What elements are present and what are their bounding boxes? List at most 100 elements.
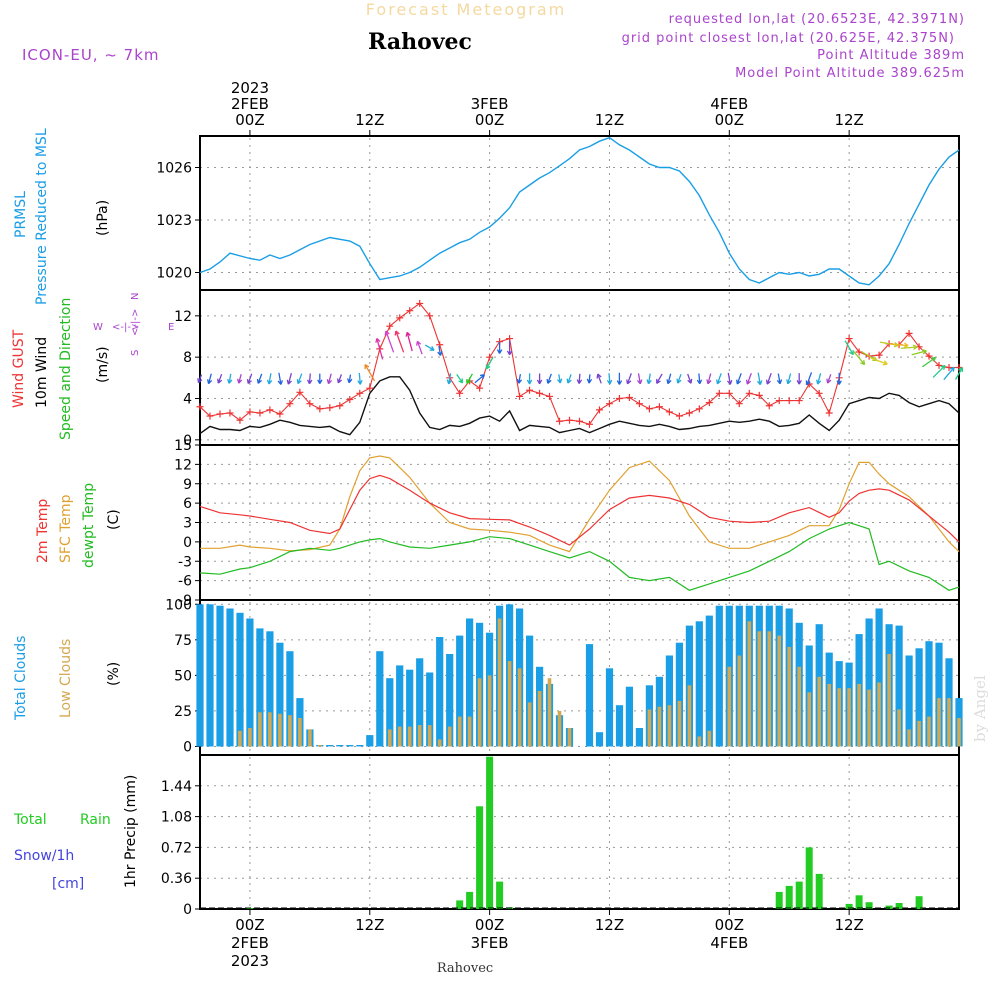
- pressure-panel: 1020 1023 1026: [156, 135, 960, 291]
- total-cloud-bar: [635, 728, 643, 747]
- y-tick-label: -6: [178, 574, 192, 590]
- wind-arrow: [394, 330, 405, 353]
- wind-arrow: [346, 374, 353, 384]
- wind-arrow: [437, 345, 443, 356]
- low-cloud-bar: [937, 698, 941, 747]
- low-cloud-bar: [777, 635, 781, 747]
- rain-bar: [476, 806, 484, 909]
- wind-arrow: [256, 373, 263, 384]
- wind-arrow: [485, 357, 494, 370]
- total-cloud-bar: [615, 705, 624, 747]
- gust-marker: [456, 389, 464, 397]
- pressure-label-1: PRMSL: [13, 191, 29, 238]
- wind-arrow: [726, 372, 733, 385]
- time-label-top: 00Z: [475, 111, 504, 129]
- gust-marker: [745, 389, 753, 397]
- low-cloud-bar: [477, 678, 482, 747]
- low-cloud-bar: [407, 726, 412, 747]
- subtitle: Forecast Meteogram: [366, 0, 566, 19]
- time-label-bottom: 2FEB: [231, 934, 269, 952]
- wind-arrow: [286, 373, 293, 385]
- gust-marker: [346, 396, 354, 404]
- wind-arrow: [405, 331, 413, 352]
- temp-label: 2m Temp: [35, 499, 51, 563]
- low-cloud-bar: [447, 726, 452, 747]
- low-cloud-bar: [547, 678, 552, 747]
- cloud-unit: (%): [106, 662, 122, 686]
- gust-marker: [316, 405, 324, 413]
- low-cloud-bar: [787, 646, 791, 747]
- total-cloud-bar: [915, 648, 923, 747]
- total-cloud-bar: [366, 735, 374, 747]
- compass-icon: N <-|-> S W <-|-> E: [93, 293, 174, 356]
- rain-bar: [815, 873, 823, 909]
- pressure-unit: (hPa): [95, 200, 111, 236]
- gust-marker: [236, 416, 244, 424]
- wind-arrow: [566, 374, 572, 384]
- gust-marker: [536, 389, 544, 397]
- wind-arrow: [364, 364, 376, 382]
- rain-bar: [486, 756, 494, 909]
- y-tick-label: 3: [183, 516, 192, 532]
- wind-arrow: [506, 340, 513, 356]
- wind-arrow: [932, 364, 946, 378]
- low-cloud-bar: [527, 702, 532, 747]
- wind-arrow: [889, 342, 909, 348]
- gust-marker: [755, 391, 763, 399]
- wind-arrow: [816, 373, 822, 385]
- low-cloud-bar: [258, 712, 262, 747]
- total-cloud-label: Total Clouds: [13, 636, 29, 721]
- wind-arrow: [586, 374, 593, 384]
- total-cloud-bar: [456, 635, 464, 747]
- total-cloud-bar: [665, 655, 673, 747]
- total-cloud-bar: [266, 631, 274, 747]
- low-cloud-bar: [727, 666, 732, 747]
- y-tick-label: 1.44: [161, 779, 192, 795]
- y-tick-label: 6: [183, 496, 192, 512]
- clouds-frame: [199, 599, 960, 756]
- low-cloud-bar: [278, 713, 282, 747]
- total-label: Total: [13, 812, 47, 828]
- gust-marker: [486, 353, 494, 361]
- total-cloud-bar: [675, 642, 683, 747]
- wind-arrow: [955, 366, 964, 380]
- gust-marker: [556, 417, 564, 425]
- low-cloud-bar: [817, 676, 821, 747]
- low-cloud-bar: [647, 709, 652, 747]
- pressure-label-2: Pressure Reduced to MSL: [34, 128, 50, 305]
- total-cloud-bar: [346, 745, 354, 747]
- precip-panel: 0 0.36 0.72 1.08 1.44: [161, 754, 960, 918]
- time-label-bottom: 12Z: [595, 916, 624, 934]
- rain-bar: [496, 881, 504, 909]
- footer-location: Rahovec: [437, 961, 493, 976]
- wind-arrow: [416, 340, 423, 355]
- gust-marker: [845, 335, 853, 343]
- wind-arrow: [606, 373, 613, 385]
- low-cloud-bar: [318, 745, 322, 747]
- y-tick-label: 1023: [156, 213, 192, 229]
- y-tick-label: -9: [178, 593, 192, 609]
- gust-marker: [356, 389, 364, 397]
- y-tick-label: 25: [174, 704, 192, 720]
- y-tick-label: 12: [174, 309, 192, 325]
- grid-coords: grid point closest lon,lat (20.625E, 42.…: [622, 31, 955, 46]
- time-label-bottom: 3FEB: [471, 934, 509, 952]
- rain-bar: [855, 895, 863, 909]
- wind-arrow: [456, 374, 464, 384]
- compass-n: N: [130, 293, 141, 300]
- time-label-bottom: 12Z: [355, 916, 384, 934]
- total-cloud-bar: [695, 621, 703, 747]
- point-altitude: Point Altitude 389m: [817, 48, 965, 63]
- gust-marker: [665, 408, 673, 416]
- gust-marker: [526, 386, 534, 394]
- rain-label: Rain: [80, 812, 111, 828]
- low-cloud-bar: [797, 666, 801, 747]
- time-label-top: 2023: [231, 79, 269, 97]
- low-cloud-bar: [457, 716, 462, 747]
- low-cloud-bar: [537, 691, 542, 747]
- gust-marker: [585, 420, 593, 428]
- low-cloud-bar: [288, 715, 292, 747]
- time-label-top: 00Z: [235, 111, 264, 129]
- temp-line: [199, 474, 960, 546]
- gust-marker: [605, 400, 613, 408]
